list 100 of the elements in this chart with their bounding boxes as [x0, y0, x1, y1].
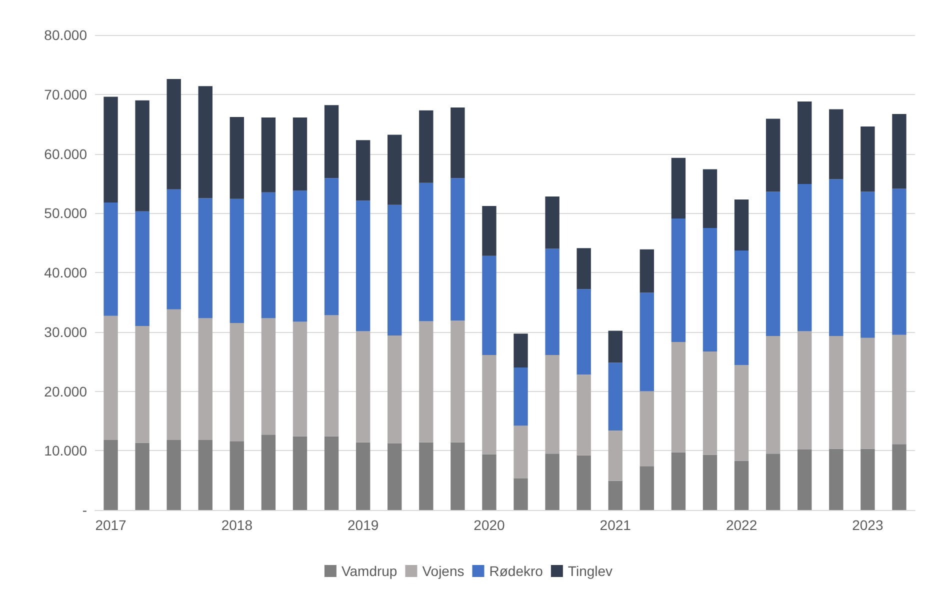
bar: [356, 140, 370, 201]
bar: [608, 480, 622, 510]
bar: [702, 351, 718, 455]
bar: [419, 110, 434, 183]
bar: [892, 444, 906, 510]
y-tick-label: 80.000: [44, 27, 88, 43]
bar: [292, 118, 308, 191]
bar: [545, 196, 560, 249]
bar: [671, 452, 686, 510]
bar: [198, 86, 212, 198]
bar: [702, 169, 718, 228]
x-tick-label: 2019: [348, 517, 379, 533]
bar: [766, 336, 780, 454]
bar: [356, 331, 370, 442]
bar: [419, 182, 434, 322]
bar: [135, 442, 150, 510]
bar: [482, 454, 496, 510]
bar: [734, 199, 749, 251]
y-tick-label: 60.000: [44, 146, 88, 162]
bar: [482, 355, 496, 454]
bar: [640, 292, 654, 392]
bar: [514, 368, 528, 426]
bar: [860, 192, 875, 338]
legend-label: Rødekro: [489, 563, 544, 579]
bar: [734, 460, 749, 510]
bar: [829, 109, 844, 180]
bar: [166, 440, 181, 510]
bar: [135, 100, 150, 212]
bar: [545, 355, 560, 454]
bar: [324, 178, 339, 316]
bar: [166, 189, 181, 310]
bar: [324, 315, 339, 436]
bar: [608, 430, 622, 481]
bar: [292, 436, 308, 510]
bar: [324, 436, 339, 510]
bar: [198, 198, 212, 318]
bar: [261, 434, 276, 510]
bar: [388, 335, 402, 444]
bar: [640, 466, 654, 510]
bar: [860, 448, 875, 510]
bar: [545, 454, 560, 510]
y-tick-label: 30.000: [44, 324, 88, 340]
bar: [640, 391, 654, 466]
bar: [829, 448, 844, 510]
bar: [419, 442, 434, 510]
bar: [734, 250, 749, 366]
bar: [135, 211, 150, 326]
bar: [104, 96, 118, 202]
bar: [261, 118, 276, 192]
legend-label: Vojens: [422, 563, 464, 579]
bar: [356, 442, 370, 510]
bar: [450, 320, 465, 442]
bar: [166, 309, 181, 440]
y-tick-label: 40.000: [44, 264, 88, 280]
bar: [104, 202, 118, 316]
bar: [388, 204, 402, 336]
x-tick-label: 2021: [600, 517, 632, 533]
bar: [356, 200, 370, 332]
bar: [514, 426, 528, 479]
bar: [892, 334, 906, 444]
bar: [702, 228, 718, 352]
x-tick-label: 2020: [474, 517, 506, 533]
bar: [545, 248, 560, 356]
bar: [734, 365, 749, 461]
bar: [640, 249, 654, 293]
bar: [798, 331, 812, 450]
bar: [324, 105, 339, 178]
bar: [292, 322, 308, 436]
x-tick-label: 2018: [221, 517, 253, 533]
bar: [292, 190, 308, 322]
bar: [482, 206, 496, 256]
bar: [766, 118, 780, 192]
x-tick-label: 2023: [852, 517, 884, 533]
bar: [576, 455, 591, 510]
bar: [798, 184, 812, 332]
bar: [198, 318, 212, 440]
bar: [230, 198, 244, 323]
bar: [702, 454, 718, 510]
bar: [514, 334, 528, 368]
bar: [860, 338, 875, 449]
bar: [450, 107, 465, 178]
y-tick-label: 70.000: [44, 86, 88, 102]
bar: [230, 441, 244, 510]
y-tick-label: 10.000: [44, 442, 88, 459]
bar: [261, 192, 276, 318]
bar: [671, 218, 686, 342]
y-tick-label: 20.000: [44, 383, 88, 400]
bar: [671, 342, 686, 452]
bar: [230, 322, 244, 442]
bar: [166, 78, 181, 190]
bar: [104, 316, 118, 440]
legend-label: Tinglev: [568, 563, 613, 579]
bar: [766, 192, 780, 336]
bar: [104, 440, 118, 510]
bar: [766, 454, 780, 510]
bar: [576, 374, 591, 456]
bar: [135, 326, 150, 443]
bar: [450, 178, 465, 321]
bar: [419, 321, 434, 442]
bar: [198, 440, 212, 510]
